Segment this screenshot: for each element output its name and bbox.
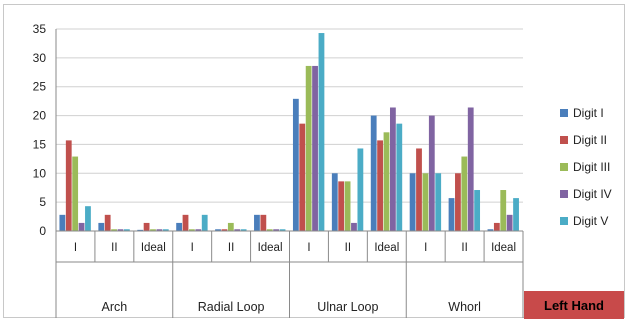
bar (195, 229, 202, 231)
bar (500, 190, 507, 231)
bar (254, 214, 260, 231)
bar (156, 229, 163, 231)
bar (176, 222, 183, 231)
x-group-label: Ulnar Loop (317, 300, 378, 314)
y-tick-label: 15 (33, 137, 47, 151)
bar (513, 198, 519, 231)
bar (189, 229, 195, 231)
x-category-label: I (191, 242, 194, 254)
x-category-label: Ideal (258, 242, 283, 254)
bar (461, 156, 468, 231)
bar (98, 222, 105, 231)
bar (72, 156, 79, 231)
bar (162, 229, 169, 231)
bar (260, 214, 267, 231)
legend-label: Digit I (573, 106, 604, 120)
bar (227, 222, 234, 231)
bar (292, 98, 299, 231)
y-tick-label: 35 (33, 22, 47, 36)
bar (305, 65, 312, 232)
bar (344, 181, 351, 231)
bar (409, 173, 416, 231)
bar (396, 123, 403, 231)
bar (351, 222, 357, 231)
x-category-label: II (228, 242, 234, 254)
bar (338, 181, 345, 231)
x-group-label: Arch (102, 300, 128, 314)
bar (389, 107, 396, 231)
bar (221, 229, 228, 231)
y-tick-label: 20 (33, 109, 47, 123)
legend-swatch (560, 163, 568, 171)
x-category-label: Ideal (491, 242, 516, 254)
bar (487, 229, 494, 231)
bar (123, 229, 130, 231)
bar (318, 33, 325, 231)
left-hand-badge: Left Hand (524, 291, 624, 319)
bar (383, 132, 390, 231)
y-tick-label: 10 (33, 166, 47, 180)
x-category-label: II (345, 242, 351, 254)
bar (137, 229, 144, 231)
x-category-label: Ideal (374, 242, 399, 254)
legend-swatch (560, 136, 568, 144)
x-category-label: I (424, 242, 427, 254)
legend-label: Digit V (573, 214, 608, 228)
legend-swatch (560, 109, 568, 117)
bar (240, 229, 247, 231)
legend-swatch (560, 217, 568, 225)
legend-label: Digit II (573, 133, 607, 147)
bar (435, 173, 442, 231)
y-tick-label: 25 (33, 80, 47, 94)
x-group-label: Whorl (448, 300, 481, 314)
bar (85, 206, 91, 231)
y-tick-label: 5 (39, 195, 46, 209)
bar (474, 190, 481, 231)
legend-swatch (560, 190, 568, 198)
x-group-label: Radial Loop (198, 300, 265, 314)
bar (312, 65, 318, 232)
bar (331, 173, 338, 231)
bar (467, 107, 474, 231)
x-category-label: Ideal (141, 242, 166, 254)
bar (377, 140, 383, 231)
bar (422, 173, 429, 231)
bar (448, 198, 455, 231)
legend-label: Digit III (573, 160, 610, 174)
x-category-label: I (307, 242, 310, 254)
bar (279, 229, 286, 231)
bar (143, 222, 150, 231)
y-tick-label: 0 (39, 224, 46, 238)
bar (416, 148, 422, 231)
x-category-label: I (74, 242, 77, 254)
bar (59, 214, 66, 231)
bar (215, 229, 221, 231)
x-category-label: II (111, 242, 117, 254)
bar (299, 123, 306, 231)
bar (104, 214, 111, 231)
bar (370, 115, 377, 231)
bar (273, 229, 280, 231)
bar (506, 214, 513, 231)
bar (78, 222, 85, 231)
bar (201, 214, 208, 231)
bar (455, 173, 461, 231)
bar (428, 115, 435, 231)
bar (65, 140, 72, 231)
bar (266, 229, 273, 231)
bar (234, 229, 241, 231)
x-category-label: II (461, 242, 467, 254)
bar (150, 229, 156, 231)
legend-label: Digit IV (573, 187, 612, 201)
bar (117, 229, 124, 231)
bar (111, 229, 117, 231)
bar (493, 222, 500, 231)
bar (182, 214, 189, 231)
y-tick-label: 30 (33, 51, 47, 65)
bar (357, 148, 364, 231)
